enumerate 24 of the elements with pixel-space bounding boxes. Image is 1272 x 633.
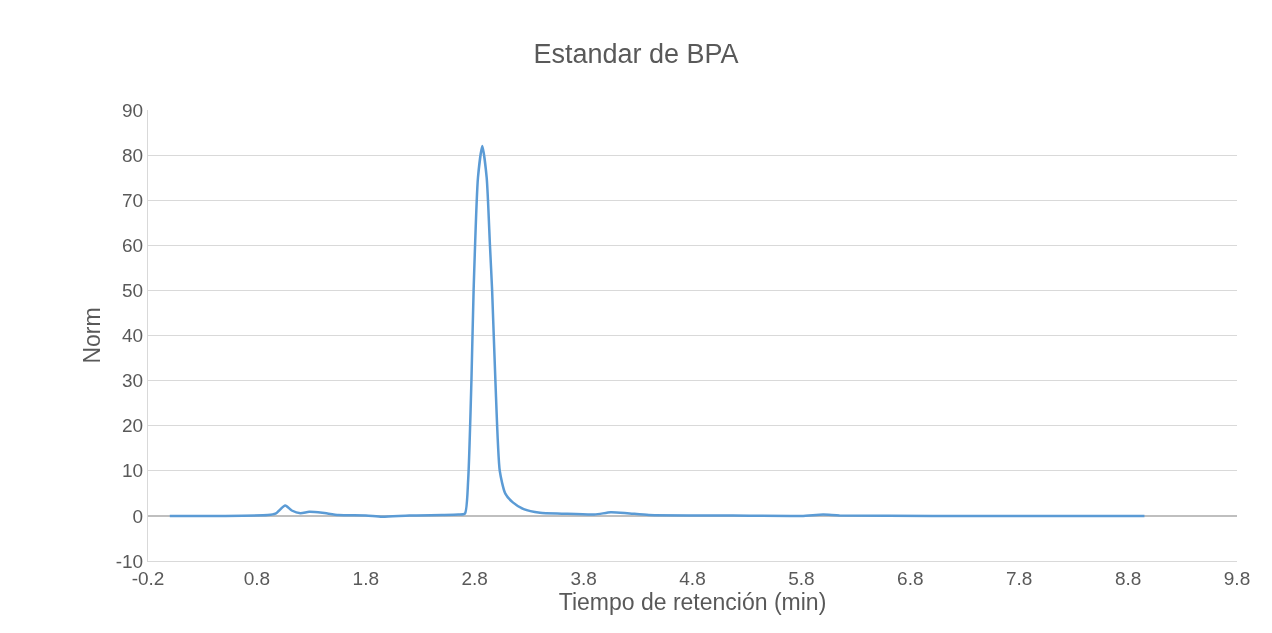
line-series	[168, 144, 1146, 519]
x-axis-title: Tiempo de retención (min)	[558, 589, 827, 616]
y-tick-label: 80	[122, 144, 144, 166]
x-tick-label: 9.8	[1223, 567, 1251, 589]
y-tick-label: 30	[122, 370, 144, 392]
x-tick-label: 7.8	[1005, 567, 1033, 589]
x-tick-label: 8.8	[1114, 567, 1142, 589]
y-tick-label: 20	[122, 415, 144, 437]
x-tick-label: 4.8	[679, 567, 706, 589]
chart-title: Estandar de BPA	[533, 39, 739, 70]
x-tick-label: 1.8	[352, 567, 380, 589]
x-tick-label: 6.8	[897, 567, 924, 589]
y-tick-label: 70	[122, 189, 144, 211]
x-tick-label: 2.8	[461, 567, 488, 589]
y-tick-label: 90	[122, 99, 144, 121]
x-tick-label: 0.8	[243, 567, 271, 589]
x-tick-label: 5.8	[788, 567, 815, 589]
y-tick-label: 50	[122, 280, 144, 302]
y-tick-label: 40	[122, 325, 144, 347]
y-tick-label: 0	[132, 505, 144, 527]
x-tick-label: 3.8	[570, 567, 597, 589]
y-tick-label: 10	[122, 460, 144, 482]
y-axis-title: Norm	[79, 307, 106, 364]
y-tick-label: 60	[122, 234, 144, 256]
